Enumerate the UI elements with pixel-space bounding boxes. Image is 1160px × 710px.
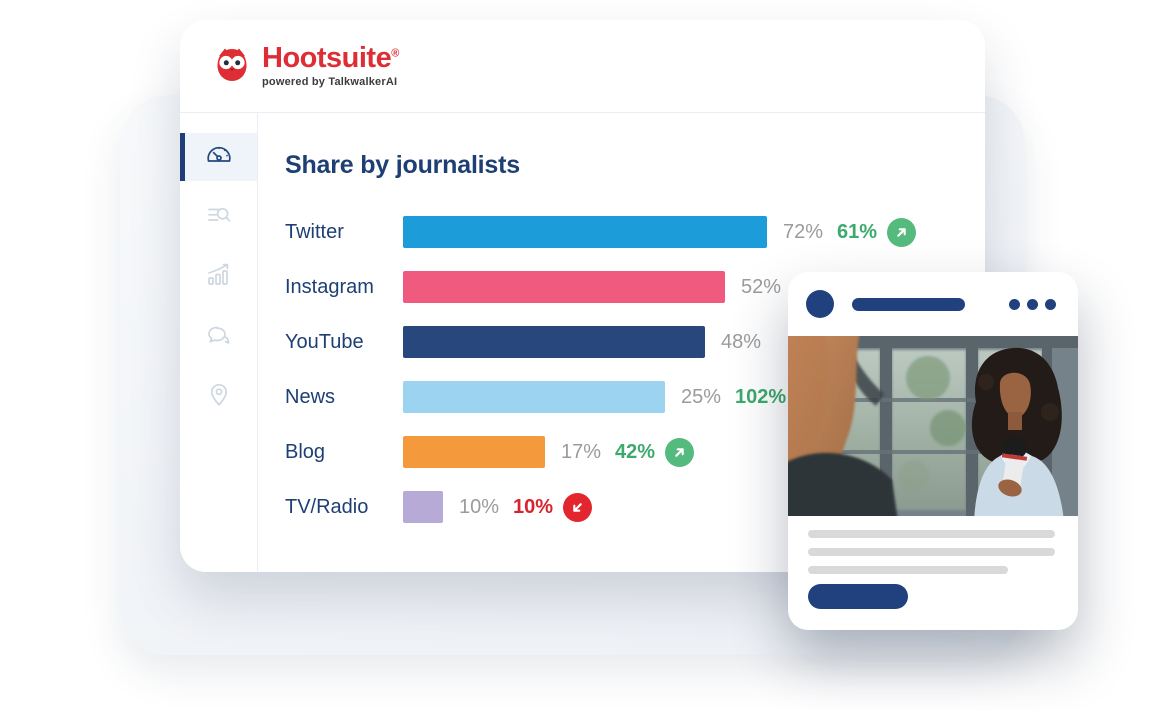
trend-up-icon [887,217,917,247]
chart-row: Twitter 72% 61% [285,216,985,248]
category-label: News [285,385,336,408]
sidebar-item-search[interactable] [180,193,257,241]
change-value: 10% [513,495,554,518]
sidebar-item-locations[interactable] [180,373,257,421]
share-value: 17% [561,440,602,463]
change-value: 102% [735,385,787,408]
share-value: 25% [681,385,722,408]
change-value: 61% [837,220,878,243]
post-header [788,272,1078,336]
author-name-placeholder [852,297,965,311]
category-label: YouTube [285,330,364,353]
location-pin-icon [204,380,234,415]
page-title: Share by journalists [285,151,520,179]
sidebar-item-dashboard[interactable] [180,133,257,181]
avatar[interactable] [806,290,834,318]
hootsuite-logo: Hootsuite® powered by TalkwalkerAI [212,44,399,89]
sidebar-item-conversations[interactable] [180,313,257,361]
trend-down-icon [563,492,593,522]
list-search-icon [204,200,234,235]
sidebar [180,113,258,571]
logo-text: Hootsuite® powered by TalkwalkerAI [262,42,399,89]
brand-wordmark: Hootsuite® [262,42,399,74]
share-value: 48% [721,330,762,353]
change-value: 42% [615,440,656,463]
bar[interactable] [403,491,443,523]
chart-row: News 25% 102% [285,381,985,413]
share-value: 72% [783,220,824,243]
ellipsis-menu-icon[interactable] [1009,298,1056,310]
share-value: 52% [741,275,782,298]
brand-tagline: powered by TalkwalkerAI [262,76,398,88]
interview-photo [788,336,1078,516]
main-content: Share by journalists Twitter 72% 61% Ins… [258,113,985,571]
post-action-button[interactable] [808,584,908,609]
hootsuite-owl-icon [212,44,252,89]
bar[interactable] [403,326,705,358]
bar[interactable] [403,216,767,248]
category-label: Instagram [285,275,374,298]
text-placeholder-line [808,530,1055,538]
post-body [788,516,1078,609]
chart-row: TV/Radio 10% 10% [285,491,985,523]
chat-bubbles-icon [204,320,234,355]
bar[interactable] [403,436,545,468]
trend-chart-icon [204,260,234,295]
text-placeholder-line [808,566,1009,574]
trend-up-icon [665,437,695,467]
chart-row: YouTube 48% [285,326,985,358]
bar[interactable] [403,271,725,303]
sidebar-item-analytics[interactable] [180,253,257,301]
gauge-icon [204,140,234,175]
chart-row: Instagram 52% [285,271,985,303]
text-placeholder-line [808,548,1055,556]
category-label: TV/Radio [285,495,369,518]
category-label: Twitter [285,220,344,243]
social-post-card [788,272,1078,630]
chart-row: Blog 17% 42% [285,436,985,468]
bar[interactable] [403,381,665,413]
share-chart: Twitter 72% 61% Instagram 52% YouTube 48… [285,216,985,523]
share-value: 10% [459,495,500,518]
category-label: Blog [285,440,326,463]
app-header: Hootsuite® powered by TalkwalkerAI [180,20,985,113]
